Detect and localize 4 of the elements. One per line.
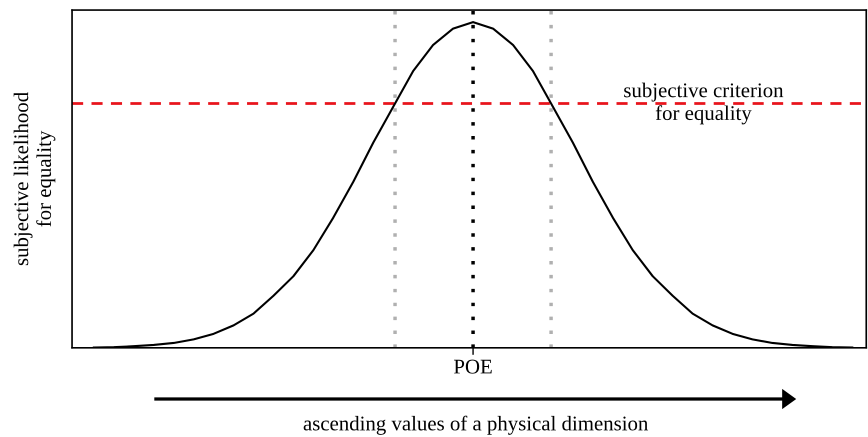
text: POE [454,360,492,374]
ref-line-label: subjective criterion for equality [624,82,784,124]
x-axis-title: ascending values of a physical dimension [304,416,648,435]
y-axis-title: subjective likelihood for equality [14,92,56,266]
